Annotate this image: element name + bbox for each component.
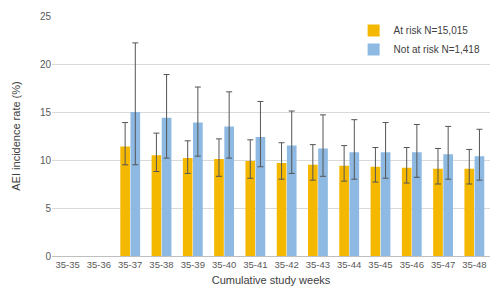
svg-text:20: 20 bbox=[40, 59, 52, 70]
svg-text:35-42: 35-42 bbox=[274, 259, 298, 270]
svg-text:35-35: 35-35 bbox=[55, 259, 79, 270]
svg-text:35-38: 35-38 bbox=[149, 259, 173, 270]
svg-text:Cumulative study weeks: Cumulative study weeks bbox=[212, 274, 331, 286]
svg-text:35-43: 35-43 bbox=[306, 259, 330, 270]
svg-text:AEI incidence rate (%): AEI incidence rate (%) bbox=[10, 81, 22, 190]
svg-text:35-44: 35-44 bbox=[337, 259, 361, 270]
svg-text:25: 25 bbox=[40, 11, 52, 22]
svg-text:35-36: 35-36 bbox=[87, 259, 111, 270]
svg-text:35-45: 35-45 bbox=[368, 259, 392, 270]
svg-text:0: 0 bbox=[45, 251, 51, 262]
svg-text:35-37: 35-37 bbox=[118, 259, 142, 270]
svg-text:35-39: 35-39 bbox=[181, 259, 205, 270]
svg-text:35-46: 35-46 bbox=[400, 259, 424, 270]
svg-text:35-40: 35-40 bbox=[212, 259, 236, 270]
svg-text:15: 15 bbox=[40, 107, 52, 118]
svg-text:5: 5 bbox=[45, 203, 51, 214]
svg-text:35-48: 35-48 bbox=[462, 259, 486, 270]
svg-text:35-41: 35-41 bbox=[243, 259, 267, 270]
svg-text:At risk N=15,015: At risk N=15,015 bbox=[394, 25, 469, 36]
svg-text:35-47: 35-47 bbox=[431, 259, 455, 270]
svg-text:10: 10 bbox=[40, 155, 52, 166]
svg-text:Not at risk N=1,418: Not at risk N=1,418 bbox=[394, 44, 480, 55]
